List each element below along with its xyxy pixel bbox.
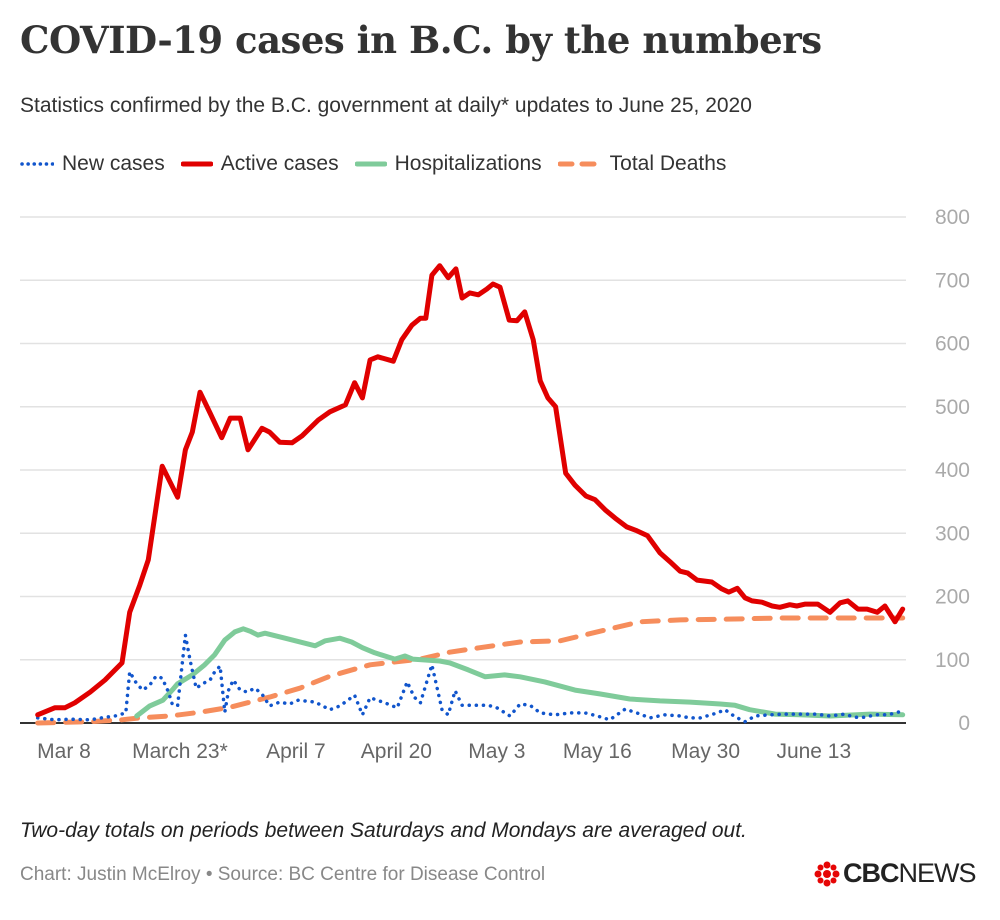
legend-item-total-deaths: Total Deaths: [557, 152, 727, 176]
line-chart: 0 100 200 300 400 500 600 700 800 Mar 8 March 23* A…: [20, 206, 970, 763]
y-tick-label: 500: [935, 396, 970, 419]
y-tick-label: 600: [935, 333, 970, 356]
cbc-gem-icon: [814, 861, 840, 886]
legend-swatch-active-cases: [180, 161, 213, 167]
x-tick-label: April 7: [266, 740, 326, 763]
legend-item-active-cases: Active cases: [180, 152, 339, 176]
series-hospitalizations: [134, 626, 906, 719]
y-tick-label: 200: [935, 586, 970, 609]
x-tick-label: May 30: [671, 740, 740, 763]
y-tick-label: 100: [935, 649, 970, 672]
legend-swatch-hospitalizations: [354, 161, 387, 167]
legend-swatch-new-cases: [20, 162, 54, 166]
legend-label: New cases: [62, 152, 165, 175]
x-tick-label: May 16: [563, 740, 632, 763]
legend: New cases Active cases Hospitalizations …: [20, 152, 742, 176]
legend-swatch-total-deaths: [557, 161, 601, 167]
series-new-cases: [35, 633, 905, 724]
y-tick-label: 400: [935, 459, 970, 482]
logo-cbc-text: CBC: [843, 858, 899, 888]
logo-news-text: NEWS: [898, 858, 977, 888]
x-tick-label: April 20: [361, 740, 432, 763]
y-tick-label: 700: [935, 269, 970, 292]
x-tick-label: May 3: [468, 740, 525, 763]
x-tick-label: Mar 8: [37, 740, 91, 763]
y-tick-label: 0: [958, 712, 970, 735]
series-active-cases: [35, 263, 906, 718]
legend-label: Hospitalizations: [394, 152, 542, 175]
legend-item-new-cases: New cases: [20, 152, 165, 176]
x-tick-label: March 23*: [132, 740, 228, 763]
legend-label: Active cases: [220, 152, 339, 175]
legend-item-hospitalizations: Hospitalizations: [354, 152, 542, 176]
chart-title: COVID-19 cases in B.C. by the numbers: [20, 18, 822, 62]
footnote: Two-day totals on periods between Saturd…: [20, 819, 747, 842]
cbc-news-logo: CBC NEWS: [814, 858, 977, 889]
source-credit: Chart: Justin McElroy • Source: BC Centr…: [20, 864, 546, 885]
y-tick-label: 800: [935, 206, 970, 229]
chart-subtitle: Statistics confirmed by the B.C. governm…: [20, 94, 752, 117]
x-tick-label: June 13: [776, 740, 851, 763]
legend-label: Total Deaths: [609, 152, 727, 175]
y-tick-label: 300: [935, 522, 970, 545]
